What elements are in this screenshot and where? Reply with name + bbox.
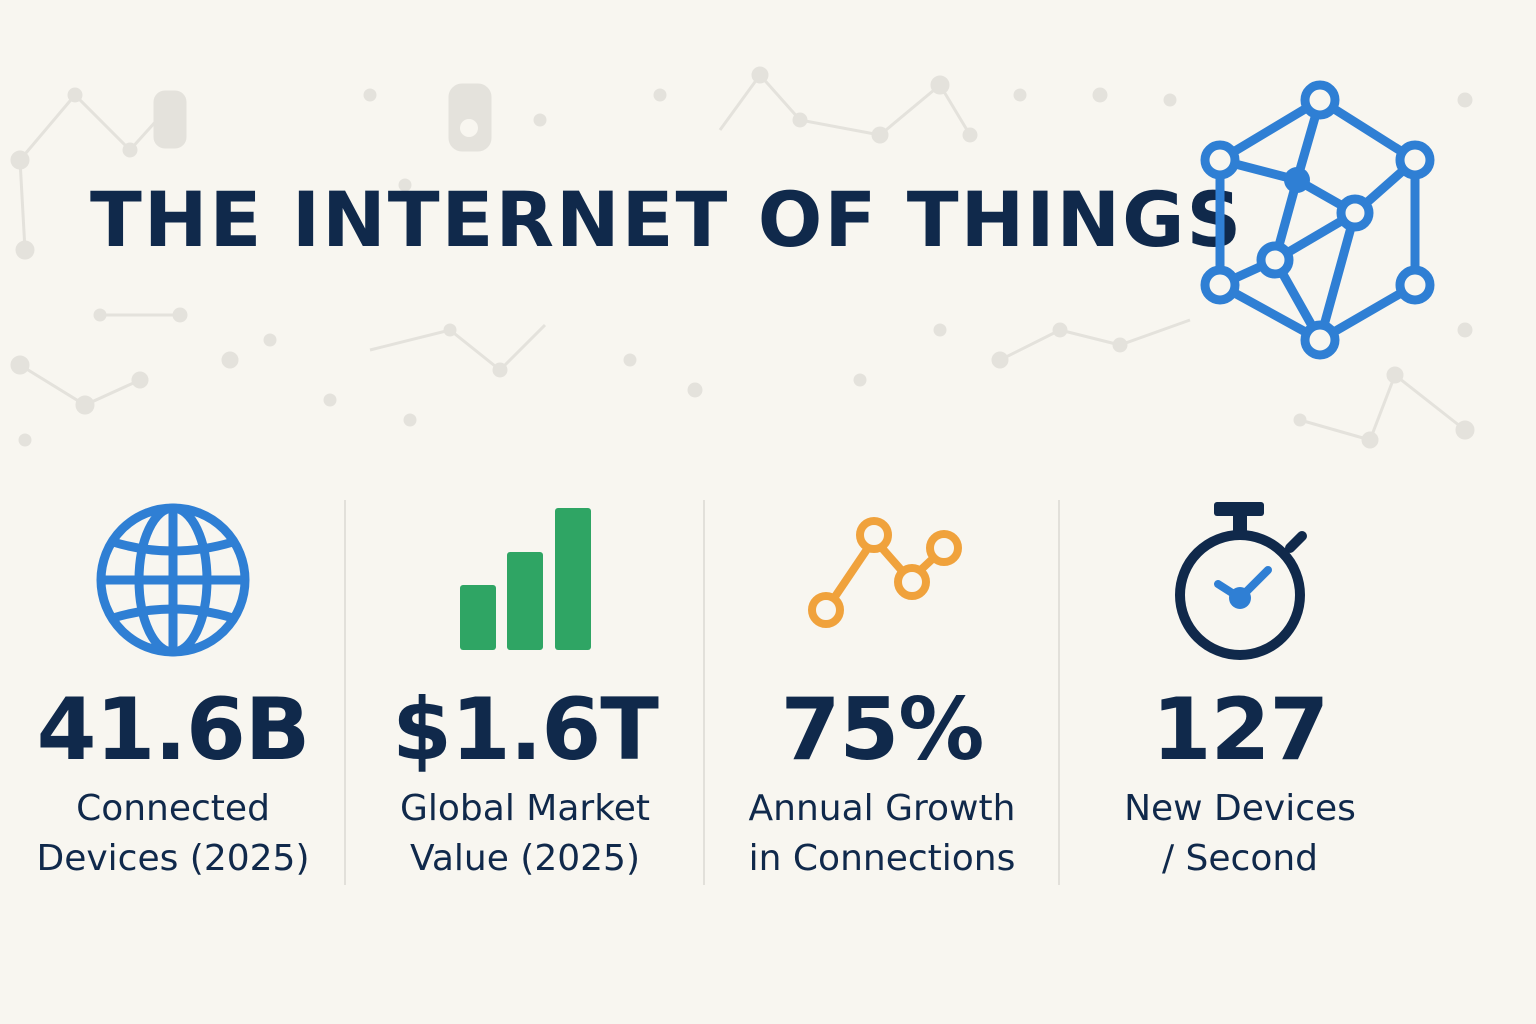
stat-label: Annual Growth in Connections	[748, 788, 1016, 879]
stat-market-value: $1.6T Global Market Value (2025)	[355, 490, 695, 910]
stat-annual-growth: 75% Annual Growth in Connections	[712, 490, 1052, 910]
divider	[344, 500, 346, 885]
divider	[1058, 500, 1060, 885]
divider	[703, 500, 705, 885]
stat-value: 75%	[780, 680, 985, 780]
stat-connected-devices: 41.6B Connected Devices (2025)	[3, 490, 343, 910]
stat-value: 127	[1151, 680, 1330, 780]
stopwatch-icon	[1175, 502, 1307, 660]
bar-chart-icon	[460, 508, 591, 650]
stat-value: 41.6B	[36, 680, 311, 780]
page-title: THE INTERNET OF THINGS	[90, 175, 1244, 264]
stat-value: $1.6T	[392, 680, 659, 780]
line-growth-icon	[808, 517, 962, 628]
stat-new-devices: 127 New Devices / Second	[1070, 490, 1410, 910]
stat-label: Global Market Value (2025)	[399, 788, 651, 879]
stat-label: Connected Devices (2025)	[36, 788, 310, 879]
iot-network-icon	[1200, 80, 1435, 360]
stat-label: New Devices / Second	[1124, 788, 1356, 879]
globe-icon	[96, 503, 250, 657]
